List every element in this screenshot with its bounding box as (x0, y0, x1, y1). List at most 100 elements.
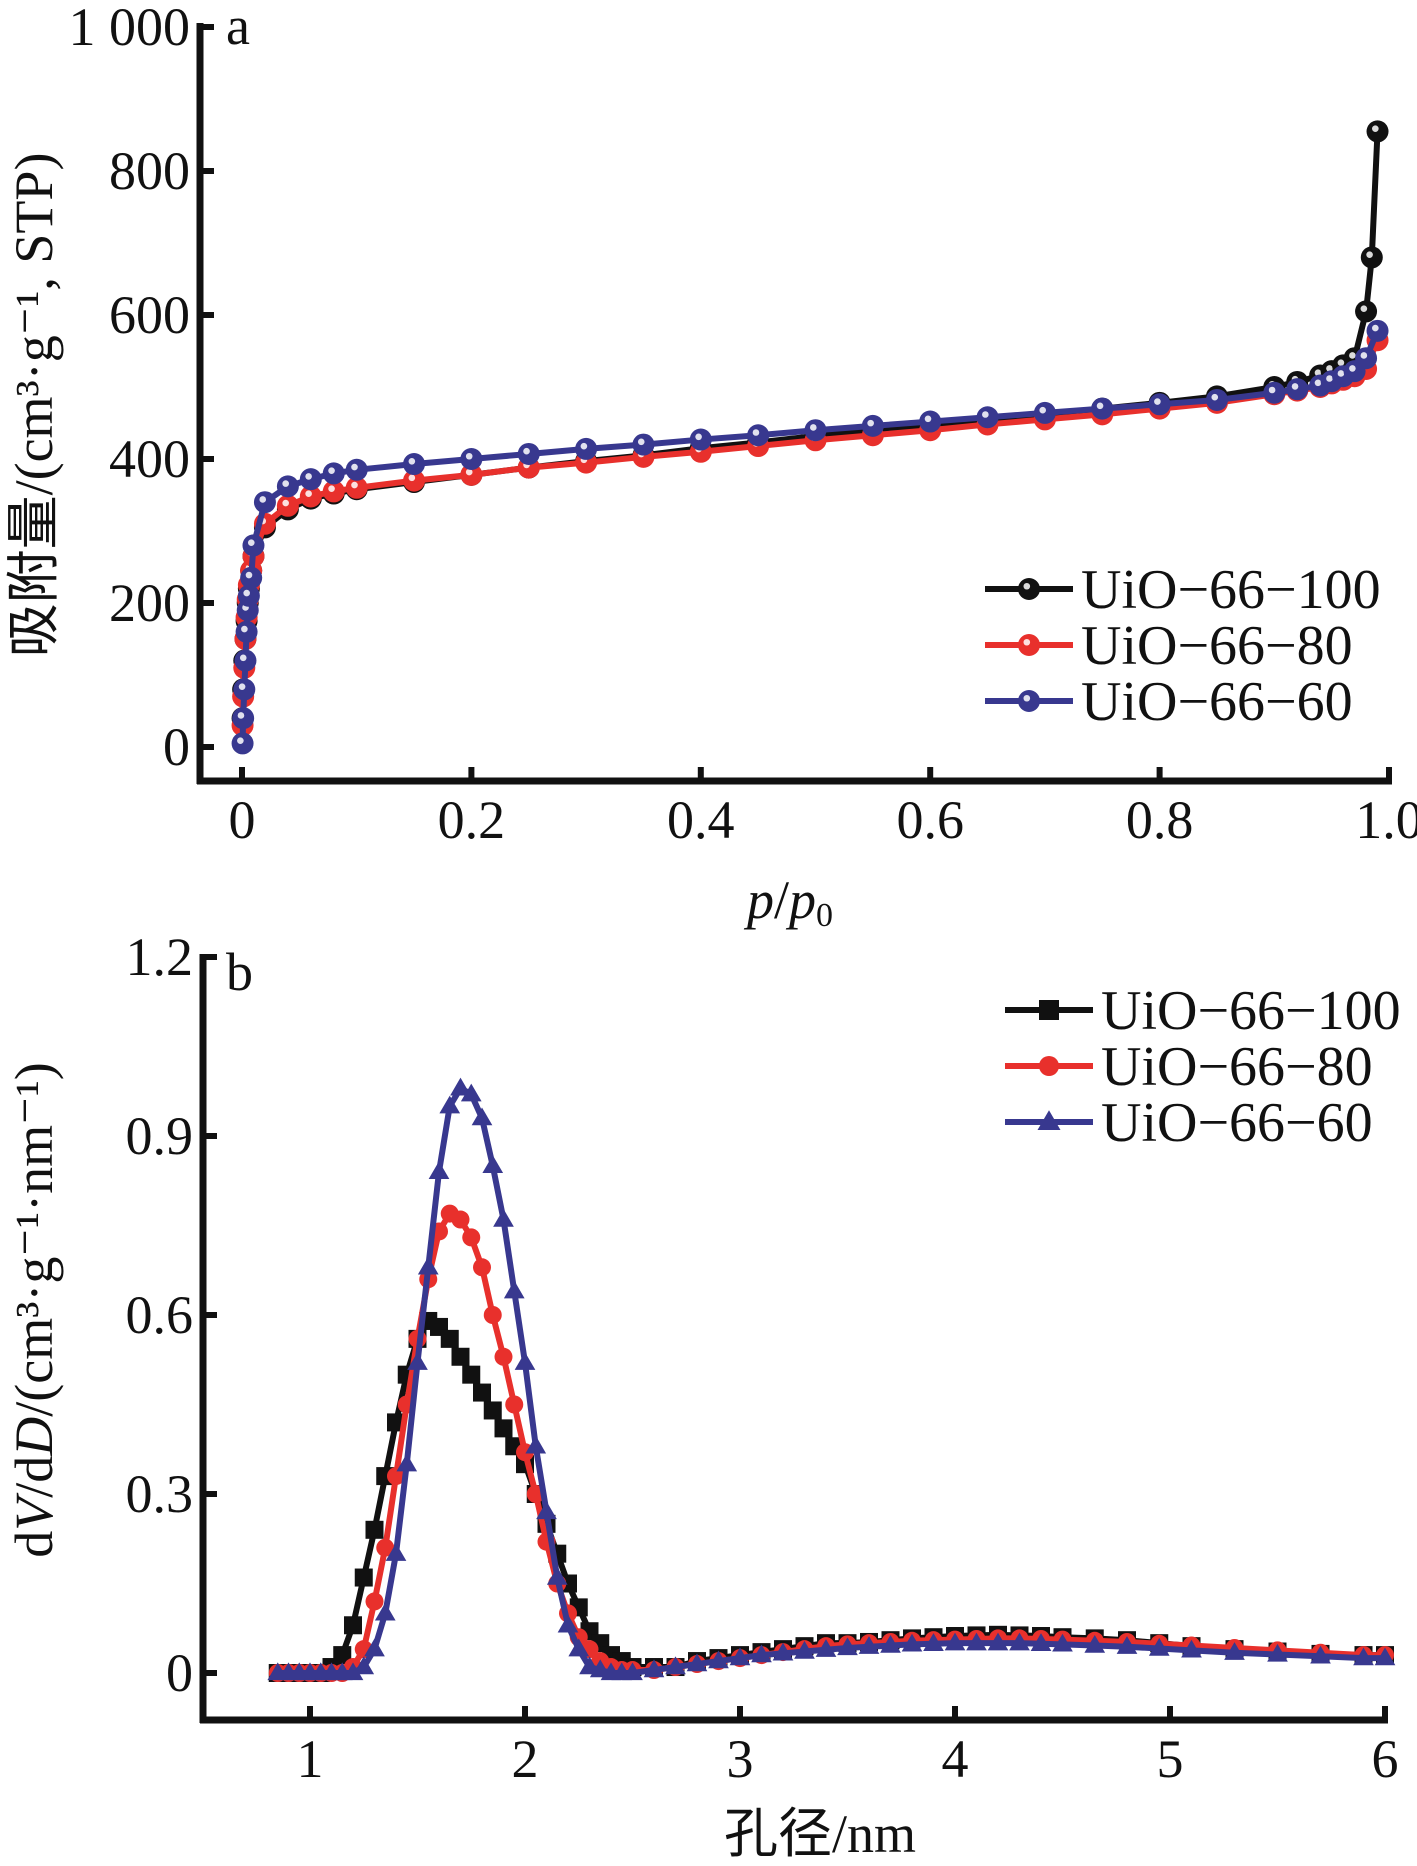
data-point-highlight (580, 442, 588, 450)
y-tick-label: 800 (109, 141, 190, 201)
data-point-highlight (1326, 365, 1333, 372)
data-point-circle (1091, 397, 1114, 420)
data-point-highlight (259, 496, 267, 503)
data-point-highlight (1314, 379, 1322, 387)
data-point-triangle (482, 1155, 504, 1174)
data-point-circle (376, 1538, 395, 1557)
series-uio-66-60 (231, 319, 1389, 755)
series-uio-66-60 (267, 1077, 1396, 1681)
y-tick-label: 0.6 (126, 1285, 194, 1345)
data-point-square (440, 1329, 459, 1348)
data-point-triangle (1116, 1636, 1138, 1654)
data-point-circle (517, 442, 540, 465)
data-point-triangle (374, 1602, 396, 1621)
data-point-triangle (1374, 1647, 1396, 1666)
data-point-circle (232, 707, 255, 730)
data-point-highlight (752, 429, 760, 436)
data-point-triangle (568, 1638, 590, 1657)
x-tick-label: 6 (1372, 1729, 1399, 1789)
data-point-circle (632, 433, 655, 456)
data-point-triangle (396, 1453, 418, 1472)
data-point-triangle (1052, 1633, 1073, 1652)
data-point-triangle (1037, 1110, 1061, 1130)
data-point-triangle (772, 1642, 794, 1661)
x-title-p0: p (785, 870, 816, 930)
data-point-highlight (245, 571, 253, 579)
legend-item: UiO−66−100 (985, 559, 1381, 621)
legend-item: UiO−66−60 (1005, 1092, 1373, 1154)
y-tick-label: 1 000 (69, 0, 191, 57)
data-point-circle (473, 1258, 491, 1277)
data-point-triangle (901, 1633, 923, 1652)
x-tick-label: 0.6 (896, 790, 964, 850)
data-point-square (473, 1383, 491, 1402)
x-tick-label: 5 (1157, 1729, 1184, 1789)
data-point-circle (460, 448, 483, 470)
data-point-triangle (643, 1659, 665, 1678)
data-point-triangle (665, 1656, 686, 1675)
panel-b-letter: b (226, 942, 253, 1002)
data-point-square (1039, 1000, 1059, 1020)
data-point-circle (1355, 300, 1378, 323)
data-point-highlight (241, 625, 248, 633)
data-point-square (344, 1616, 362, 1635)
x-tick-label: 0.2 (438, 790, 506, 850)
data-point-highlight (465, 452, 473, 460)
data-point-circle (345, 476, 368, 499)
data-point-highlight (1372, 125, 1379, 132)
data-point-highlight (237, 712, 245, 719)
y-title-mid: /d (4, 1456, 64, 1498)
data-point-triangle (557, 1614, 579, 1633)
data-point-highlight (810, 424, 817, 431)
data-point-circle (1018, 690, 1040, 712)
y-tick-label: 200 (109, 573, 190, 633)
data-point-circle (237, 584, 260, 607)
data-point-circle (387, 1467, 405, 1486)
data-point-triangle (708, 1650, 729, 1669)
data-point-triangle (815, 1639, 837, 1657)
y-tick-label: 0.9 (126, 1106, 194, 1166)
data-point-circle (1039, 1056, 1059, 1076)
data-point-circle (345, 458, 368, 481)
y-title-units: /(cm³·g⁻¹·nm⁻¹) (4, 1062, 64, 1416)
data-point-circle (403, 453, 426, 476)
data-point-triangle (1310, 1645, 1331, 1664)
legend-item: UiO−66−80 (1005, 1036, 1373, 1098)
data-point-triangle (729, 1647, 751, 1666)
data-point-circle (365, 1592, 384, 1611)
panel-b-pore-size-distribution: 0 0.3 0.6 0.9 1.2 1 2 3 4 5 6 b dV/dD/(cm³·g⁻¹·nm⁻… (4, 927, 1401, 1864)
data-point-triangle (1009, 1632, 1030, 1651)
data-point-highlight (1291, 383, 1299, 390)
y-title-V: V (4, 1492, 64, 1531)
data-point-circle (1263, 381, 1286, 404)
data-point-highlight (695, 433, 702, 441)
data-point-highlight (237, 737, 244, 744)
y-tick-label: 0.3 (126, 1464, 194, 1524)
data-point-triangle (858, 1636, 880, 1654)
data-point-highlight (1337, 370, 1345, 377)
data-point-highlight (465, 468, 473, 476)
data-point-circle (240, 566, 263, 589)
data-point-highlight (1096, 402, 1104, 410)
data-point-triangle (966, 1632, 987, 1651)
data-point-circle (242, 534, 265, 557)
data-point-circle (233, 678, 256, 701)
data-point-circle (1366, 319, 1389, 342)
data-point-triangle (503, 1280, 525, 1299)
data-point-triangle (837, 1637, 858, 1656)
data-point-highlight (328, 467, 335, 474)
data-point-circle (234, 649, 257, 672)
data-point-triangle (546, 1566, 568, 1585)
y-tick-label: 1.2 (126, 927, 194, 987)
data-point-highlight (982, 411, 989, 418)
data-point-highlight (1023, 694, 1031, 702)
data-point-circle (322, 480, 345, 503)
data-point-triangle (407, 1352, 428, 1370)
data-point-triangle (1181, 1639, 1202, 1658)
data-point-circle (689, 428, 712, 451)
data-point-highlight (1372, 324, 1379, 332)
x-tick-label: 3 (727, 1729, 754, 1789)
data-point-circle (253, 491, 276, 514)
data-point-triangle (428, 1161, 450, 1179)
panel-b-x-axis-title: 孔径/nm (724, 1804, 916, 1864)
